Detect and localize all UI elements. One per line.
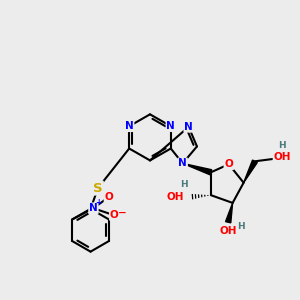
- Text: N: N: [125, 121, 134, 131]
- Text: O: O: [224, 159, 233, 169]
- Text: N: N: [178, 158, 187, 168]
- Text: N: N: [167, 121, 175, 131]
- Polygon shape: [183, 164, 212, 175]
- Text: OH: OH: [167, 192, 184, 202]
- Text: +: +: [96, 198, 102, 207]
- Text: N: N: [184, 122, 193, 132]
- Text: OH: OH: [219, 226, 237, 236]
- Polygon shape: [226, 203, 232, 223]
- Text: O: O: [110, 210, 118, 220]
- Polygon shape: [244, 160, 257, 183]
- Text: H: H: [278, 141, 286, 150]
- Text: H: H: [237, 222, 244, 231]
- Text: H: H: [180, 180, 188, 189]
- Text: N: N: [89, 203, 98, 213]
- Text: S: S: [93, 182, 103, 194]
- Text: OH: OH: [274, 152, 291, 162]
- Text: −: −: [118, 207, 127, 218]
- Text: O: O: [104, 192, 113, 202]
